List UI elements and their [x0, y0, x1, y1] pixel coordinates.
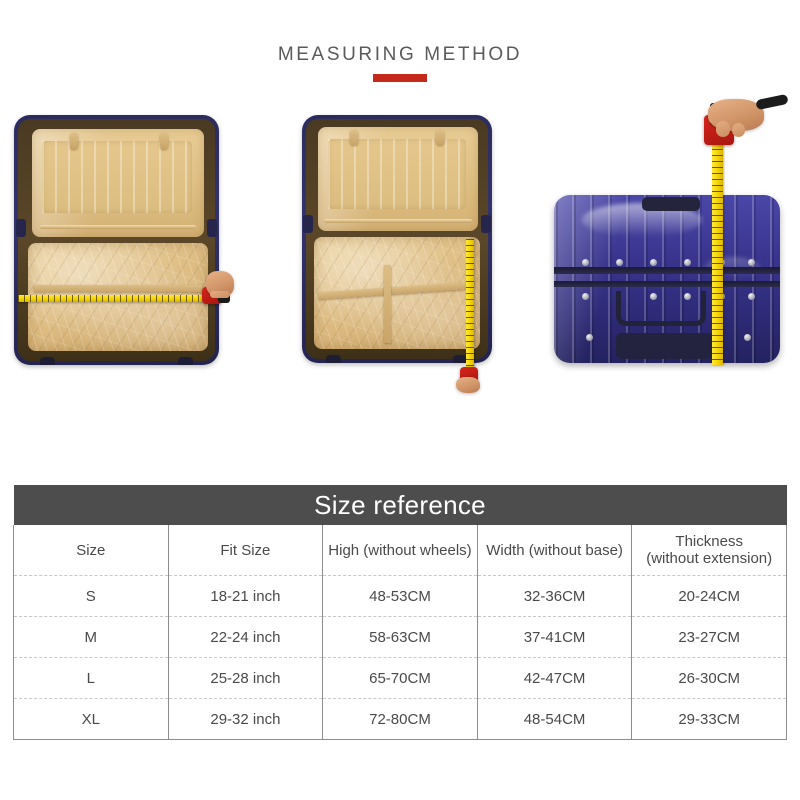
wheel-left-2	[326, 355, 341, 363]
lid-panel-ribs-2	[328, 139, 466, 209]
trolley-housing	[616, 333, 714, 359]
suitcase-lid-lining	[32, 129, 204, 237]
rivet	[684, 259, 691, 266]
tape-ticks-3	[712, 143, 723, 365]
cell-width: 48-54CM	[476, 698, 633, 740]
cell-thickness: 23-27CM	[631, 616, 787, 658]
page-header: MEASURING METHOD	[0, 44, 800, 82]
page-title: MEASURING METHOD	[277, 44, 523, 65]
lid-mesh-panel	[42, 141, 192, 213]
cell-size: XL	[13, 698, 169, 740]
cell-size: L	[13, 657, 169, 699]
top-handle	[642, 197, 700, 211]
lid-strap-right	[160, 133, 168, 149]
cell-high: 58-63CM	[322, 616, 478, 658]
side-handle	[616, 291, 706, 326]
rivet	[582, 259, 589, 266]
rivet	[650, 259, 657, 266]
photo-closed-suitcase-thickness	[540, 93, 796, 387]
hinge-right	[207, 219, 217, 237]
cell-high: 48-53CM	[322, 575, 478, 617]
hinge-right-2	[481, 215, 491, 233]
table-row: M 22-24 inch 58-63CM 37-41CM 23-27CM	[13, 616, 787, 658]
lid-mesh-panel-2	[328, 139, 466, 209]
closure-band-lower	[554, 281, 780, 287]
lid-strap-right-2	[436, 130, 444, 145]
lid-zipper	[40, 225, 196, 229]
cell-high: 72-80CM	[322, 698, 478, 740]
column-header-high: High (without wheels)	[322, 525, 478, 576]
table-row: XL 29-32 inch 72-80CM 48-54CM 29-33CM	[13, 698, 787, 740]
finger-middle	[732, 123, 745, 137]
tape-measure-vertical	[466, 239, 474, 375]
column-header-thickness: Thickness (without extension)	[631, 525, 787, 576]
wheel-right-2	[453, 355, 468, 363]
cell-width: 32-36CM	[476, 575, 633, 617]
cell-size: M	[13, 616, 169, 658]
cell-size: S	[13, 575, 169, 617]
suitcase-open-shell-2	[302, 115, 492, 363]
cell-width: 42-47CM	[476, 657, 633, 699]
column-header-thickness-line2: (without extension)	[646, 550, 773, 567]
suitcase-base-lining-2	[314, 237, 480, 349]
wheel-left	[40, 357, 55, 365]
rivet	[684, 293, 691, 300]
photo-open-suitcase-width	[6, 109, 234, 377]
tape-measure-horizontal	[18, 295, 204, 302]
rivet	[744, 334, 751, 341]
cell-fit-size: 25-28 inch	[167, 657, 324, 699]
column-header-thickness-line1: Thickness	[675, 533, 743, 550]
wheel-right	[178, 357, 193, 365]
column-header-size: Size	[13, 525, 169, 576]
cell-width: 37-41CM	[476, 616, 633, 658]
tape-ticks	[18, 295, 204, 302]
measuring-method-photos	[0, 93, 800, 395]
photo-open-suitcase-height	[296, 109, 506, 393]
tape-ticks-2	[466, 239, 474, 375]
table-row: L 25-28 inch 65-70CM 42-47CM 26-30CM	[13, 657, 787, 699]
cell-fit-size: 22-24 inch	[167, 616, 324, 658]
lid-strap-left	[70, 133, 78, 149]
rivet	[650, 293, 657, 300]
table-banner-row: Size reference	[13, 485, 787, 525]
cell-high: 65-70CM	[322, 657, 478, 699]
closure-band-upper	[554, 267, 780, 274]
cell-thickness: 20-24CM	[631, 575, 787, 617]
column-header-width: Width (without base)	[476, 525, 633, 576]
table-header-row: Size Fit Size High (without wheels) Widt…	[13, 525, 787, 576]
cell-fit-size: 18-21 inch	[167, 575, 324, 617]
cell-thickness: 29-33CM	[631, 698, 787, 740]
tape-measure-strap	[755, 93, 789, 111]
finger-index	[716, 121, 730, 137]
hand-holding-tape-2	[456, 377, 480, 393]
cell-thickness: 26-30CM	[631, 657, 787, 699]
finger	[210, 291, 230, 298]
suitcase-open-shell	[14, 115, 219, 365]
rivet	[616, 259, 623, 266]
base-strap-b	[384, 265, 391, 343]
rivet	[748, 259, 755, 266]
tape-measure-vertical-thickness	[712, 143, 723, 365]
title-underline-accent	[373, 74, 427, 82]
hinge-left-2	[303, 215, 313, 233]
lid-panel-ribs	[42, 141, 192, 213]
column-header-fit-size: Fit Size	[167, 525, 324, 576]
hinge-left	[16, 219, 26, 237]
table-row: S 18-21 inch 48-53CM 32-36CM 20-24CM	[13, 575, 787, 617]
rivet	[582, 293, 589, 300]
base-strap-horizontal	[34, 285, 202, 292]
rivet	[586, 334, 593, 341]
lid-strap-left-2	[350, 130, 358, 145]
lid-zipper-2	[324, 219, 472, 223]
table-banner-title: Size reference	[13, 485, 787, 525]
rivet	[748, 293, 755, 300]
suitcase-lid-lining-2	[318, 127, 478, 231]
cell-fit-size: 29-32 inch	[167, 698, 324, 740]
size-reference-table: Size reference Size Fit Size High (witho…	[13, 485, 787, 740]
suitcase-closed-shell	[554, 195, 780, 363]
